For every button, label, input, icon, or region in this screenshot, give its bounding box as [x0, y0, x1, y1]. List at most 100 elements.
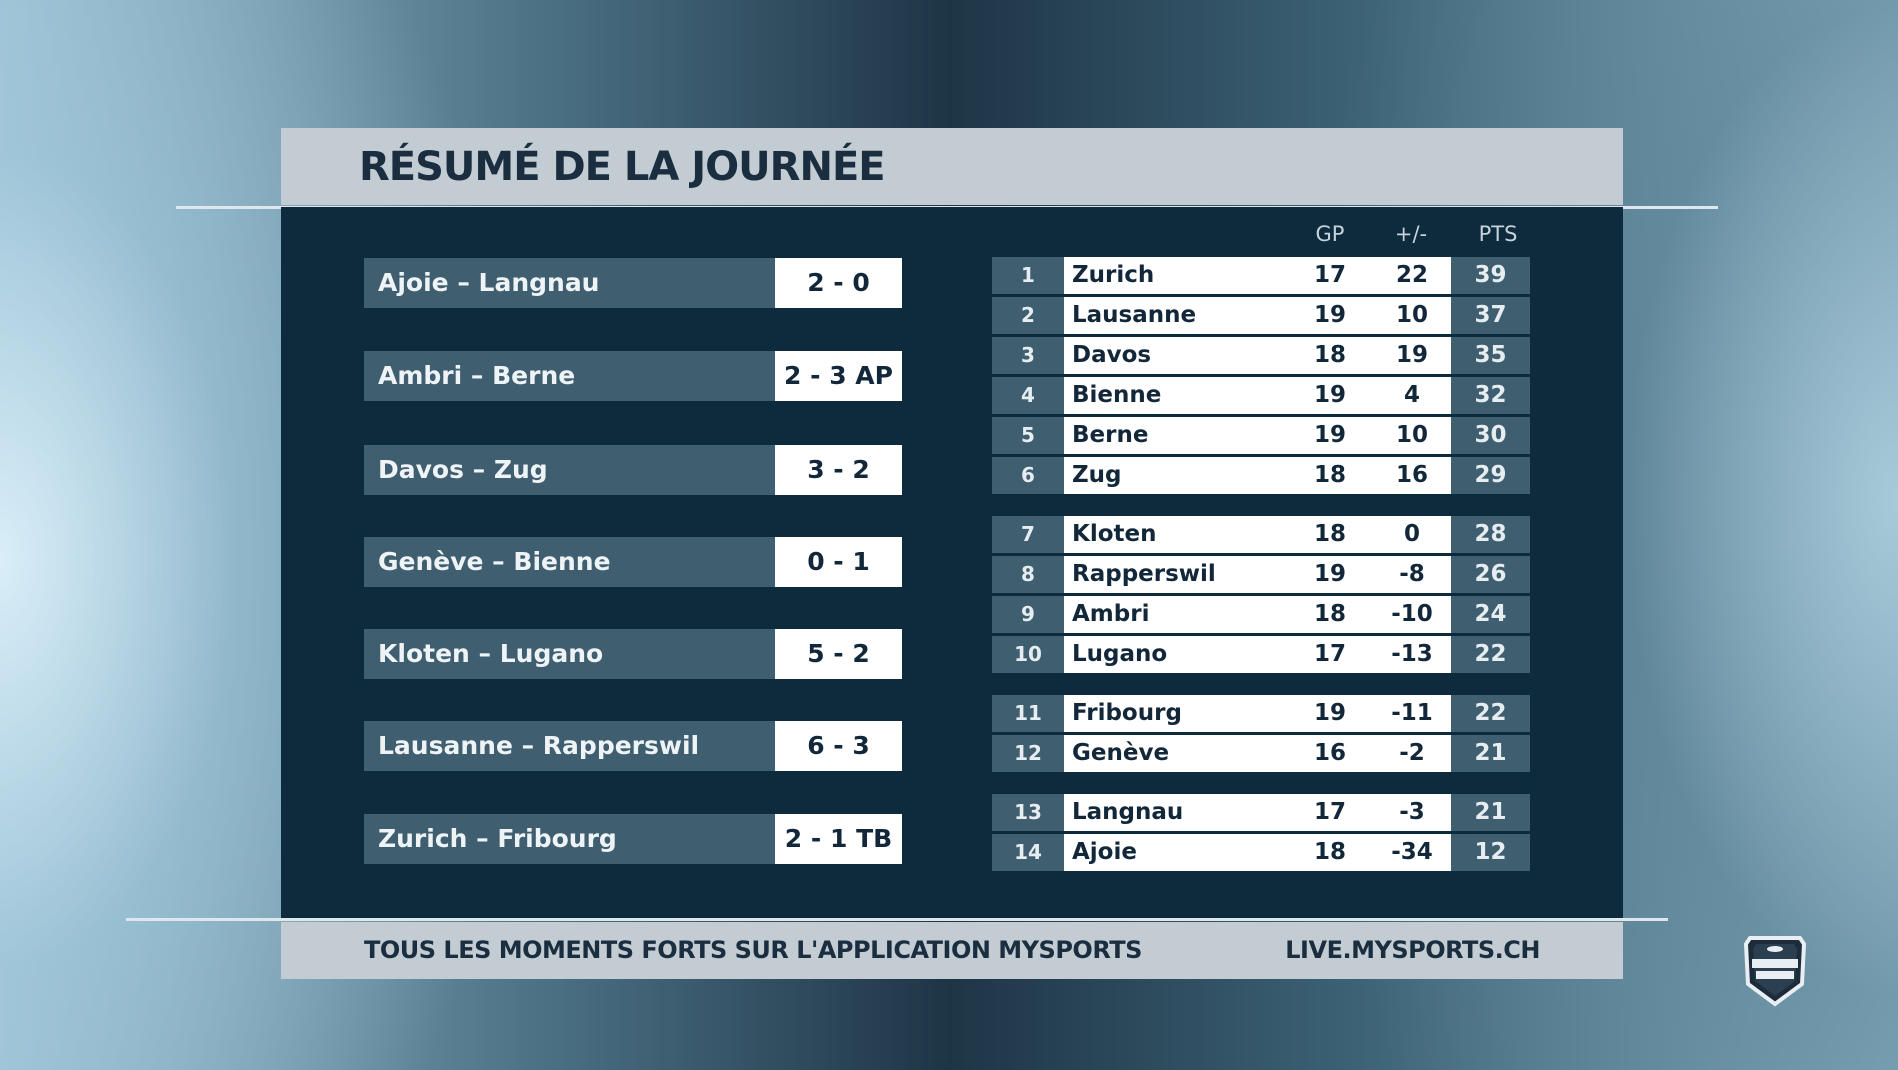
standings-pts: 30 [1451, 417, 1530, 454]
standings-gp: 19 [1313, 422, 1346, 448]
standings-main: Lausanne 19 10 [1064, 297, 1451, 334]
standings-rank: 13 [992, 794, 1064, 831]
standings-diff: 16 [1395, 462, 1428, 488]
result-row: Ambri – Berne 2 - 3 AP [364, 351, 902, 401]
result-row: Kloten – Lugano 5 - 2 [364, 629, 902, 679]
result-score: 2 - 3 AP [775, 351, 902, 401]
standings-team: Bienne [1072, 382, 1162, 408]
result-teams: Lausanne – Rapperswil [364, 721, 775, 771]
standings-main: Genève 16 -2 [1064, 735, 1451, 772]
standings-gp: 17 [1313, 641, 1346, 667]
standings-rank: 4 [992, 377, 1064, 414]
standings-team: Fribourg [1072, 700, 1182, 726]
standings-rank: 7 [992, 516, 1064, 553]
standings-diff: 10 [1395, 422, 1428, 448]
standings-team: Berne [1072, 422, 1149, 448]
result-score: 5 - 2 [775, 629, 902, 679]
standings-row: 7 Kloten 18 0 28 [992, 516, 1530, 553]
standings-main: Langnau 17 -3 [1064, 794, 1451, 831]
standings-row: 8 Rapperswil 19 -8 26 [992, 556, 1530, 593]
standings-team: Kloten [1072, 521, 1157, 547]
standings-pts: 35 [1451, 337, 1530, 374]
standings-gp: 19 [1313, 561, 1346, 587]
result-teams: Zurich – Fribourg [364, 814, 775, 864]
standings-gp: 17 [1313, 799, 1346, 825]
standings-main: Zurich 17 22 [1064, 257, 1451, 294]
result-row: Ajoie – Langnau 2 - 0 [364, 258, 902, 308]
standings-main: Zug 18 16 [1064, 457, 1451, 494]
standings-row: 13 Langnau 17 -3 21 [992, 794, 1530, 831]
standings-diff: 22 [1395, 262, 1428, 288]
standings-row: 6 Zug 18 16 29 [992, 457, 1530, 494]
standings-diff: 4 [1403, 382, 1420, 408]
standings-row: 11 Fribourg 19 -11 22 [992, 695, 1530, 732]
standings-team: Zurich [1072, 262, 1155, 288]
standings-rank: 2 [992, 297, 1064, 334]
result-row: Genève – Bienne 0 - 1 [364, 537, 902, 587]
page-title: RÉSUMÉ DE LA JOURNÉE [359, 144, 886, 190]
footer-url: LIVE.MYSPORTS.CH [1285, 936, 1540, 964]
standings-gp: 18 [1313, 342, 1346, 368]
result-score: 2 - 0 [775, 258, 902, 308]
standings-gp: 17 [1313, 262, 1346, 288]
standings-main: Berne 19 10 [1064, 417, 1451, 454]
standings-diff: -13 [1391, 641, 1433, 667]
standings-gp: 19 [1313, 302, 1346, 328]
standings-team: Rapperswil [1072, 561, 1216, 587]
standings-pts: 21 [1451, 735, 1530, 772]
standings-main: Fribourg 19 -11 [1064, 695, 1451, 732]
result-score: 6 - 3 [775, 721, 902, 771]
standings-team: Langnau [1072, 799, 1184, 825]
standings-gp: 19 [1313, 382, 1346, 408]
standings-pts: 12 [1451, 834, 1530, 871]
standings-row: 10 Lugano 17 -13 22 [992, 636, 1530, 673]
result-score: 3 - 2 [775, 445, 902, 495]
standings-row: 14 Ajoie 18 -34 12 [992, 834, 1530, 871]
standings-main: Rapperswil 19 -8 [1064, 556, 1451, 593]
standings-diff: -8 [1399, 561, 1425, 587]
standings-team: Lausanne [1072, 302, 1197, 328]
result-teams: Ajoie – Langnau [364, 258, 775, 308]
standings-row: 12 Genève 16 -2 21 [992, 735, 1530, 772]
result-row: Davos – Zug 3 - 2 [364, 445, 902, 495]
standings-rank: 8 [992, 556, 1064, 593]
standings-gp: 18 [1313, 462, 1346, 488]
standings-team: Genève [1072, 740, 1170, 766]
header-pts: PTS [1478, 222, 1518, 246]
standings-rank: 6 [992, 457, 1064, 494]
result-score: 0 - 1 [775, 537, 902, 587]
footer-promo-text: TOUS LES MOMENTS FORTS SUR L'APPLICATION… [364, 936, 1142, 964]
standings-pts: 26 [1451, 556, 1530, 593]
standings-main: Ajoie 18 -34 [1064, 834, 1451, 871]
standings-pts: 39 [1451, 257, 1530, 294]
standings-rank: 10 [992, 636, 1064, 673]
standings-row: 4 Bienne 19 4 32 [992, 377, 1530, 414]
standings-gp: 16 [1313, 740, 1346, 766]
standings-diff: 19 [1395, 342, 1428, 368]
standings-diff: -2 [1399, 740, 1425, 766]
standings-gp: 18 [1313, 601, 1346, 627]
header-diff: +/- [1394, 222, 1428, 246]
standings-gp: 18 [1313, 839, 1346, 865]
standings-diff: -3 [1399, 799, 1425, 825]
standings-rank: 9 [992, 596, 1064, 633]
result-row: Zurich – Fribourg 2 - 1 TB [364, 814, 902, 864]
standings-main: Kloten 18 0 [1064, 516, 1451, 553]
standings-pts: 28 [1451, 516, 1530, 553]
standings-diff: -10 [1391, 601, 1433, 627]
standings-main: Davos 18 19 [1064, 337, 1451, 374]
standings-team: Ambri [1072, 601, 1150, 627]
standings-diff: -11 [1391, 700, 1433, 726]
footer-bar: TOUS LES MOMENTS FORTS SUR L'APPLICATION… [281, 922, 1623, 979]
standings-rank: 14 [992, 834, 1064, 871]
standings-row: 2 Lausanne 19 10 37 [992, 297, 1530, 334]
standings-pts: 22 [1451, 695, 1530, 732]
standings-diff: 10 [1395, 302, 1428, 328]
standings-rank: 5 [992, 417, 1064, 454]
standings-pts: 29 [1451, 457, 1530, 494]
standings-pts: 22 [1451, 636, 1530, 673]
standings-row: 9 Ambri 18 -10 24 [992, 596, 1530, 633]
standings-pts: 24 [1451, 596, 1530, 633]
national-league-shield-icon [1742, 932, 1808, 1008]
standings-rank: 3 [992, 337, 1064, 374]
